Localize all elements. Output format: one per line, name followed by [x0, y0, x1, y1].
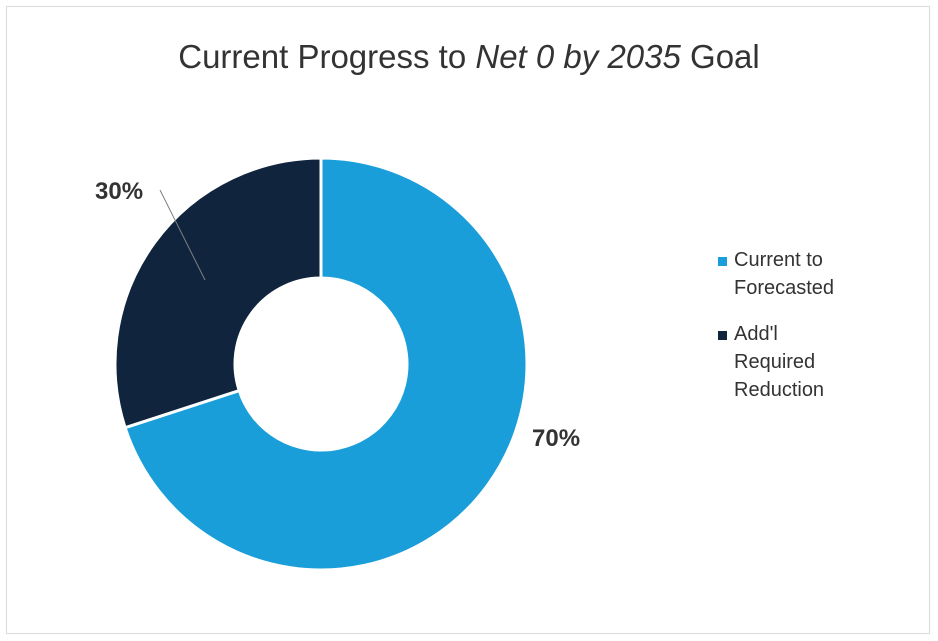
legend-label: Add'l Required Reduction: [734, 323, 825, 401]
legend-label: Current to Forecasted: [734, 249, 835, 299]
leader-line: [159, 189, 206, 281]
legend-item-current-to-forecasted: Current to Forecasted: [718, 246, 918, 302]
slice-current-to-forecasted: [123, 156, 529, 572]
legend-swatch-icon: [718, 331, 727, 340]
legend-swatch-icon: [718, 257, 727, 266]
legend-item-addl-required-reduction: Add'l Required Reduction: [718, 320, 918, 404]
data-label-30: 30%: [95, 178, 143, 205]
slice-addl-required-reduction: [113, 156, 323, 430]
chart-title: Current Progress to Net 0 by 2035 Goal: [178, 38, 760, 75]
data-label-70: 70%: [532, 425, 580, 452]
legend: Current to Forecasted Add'l Required Red…: [718, 246, 918, 422]
